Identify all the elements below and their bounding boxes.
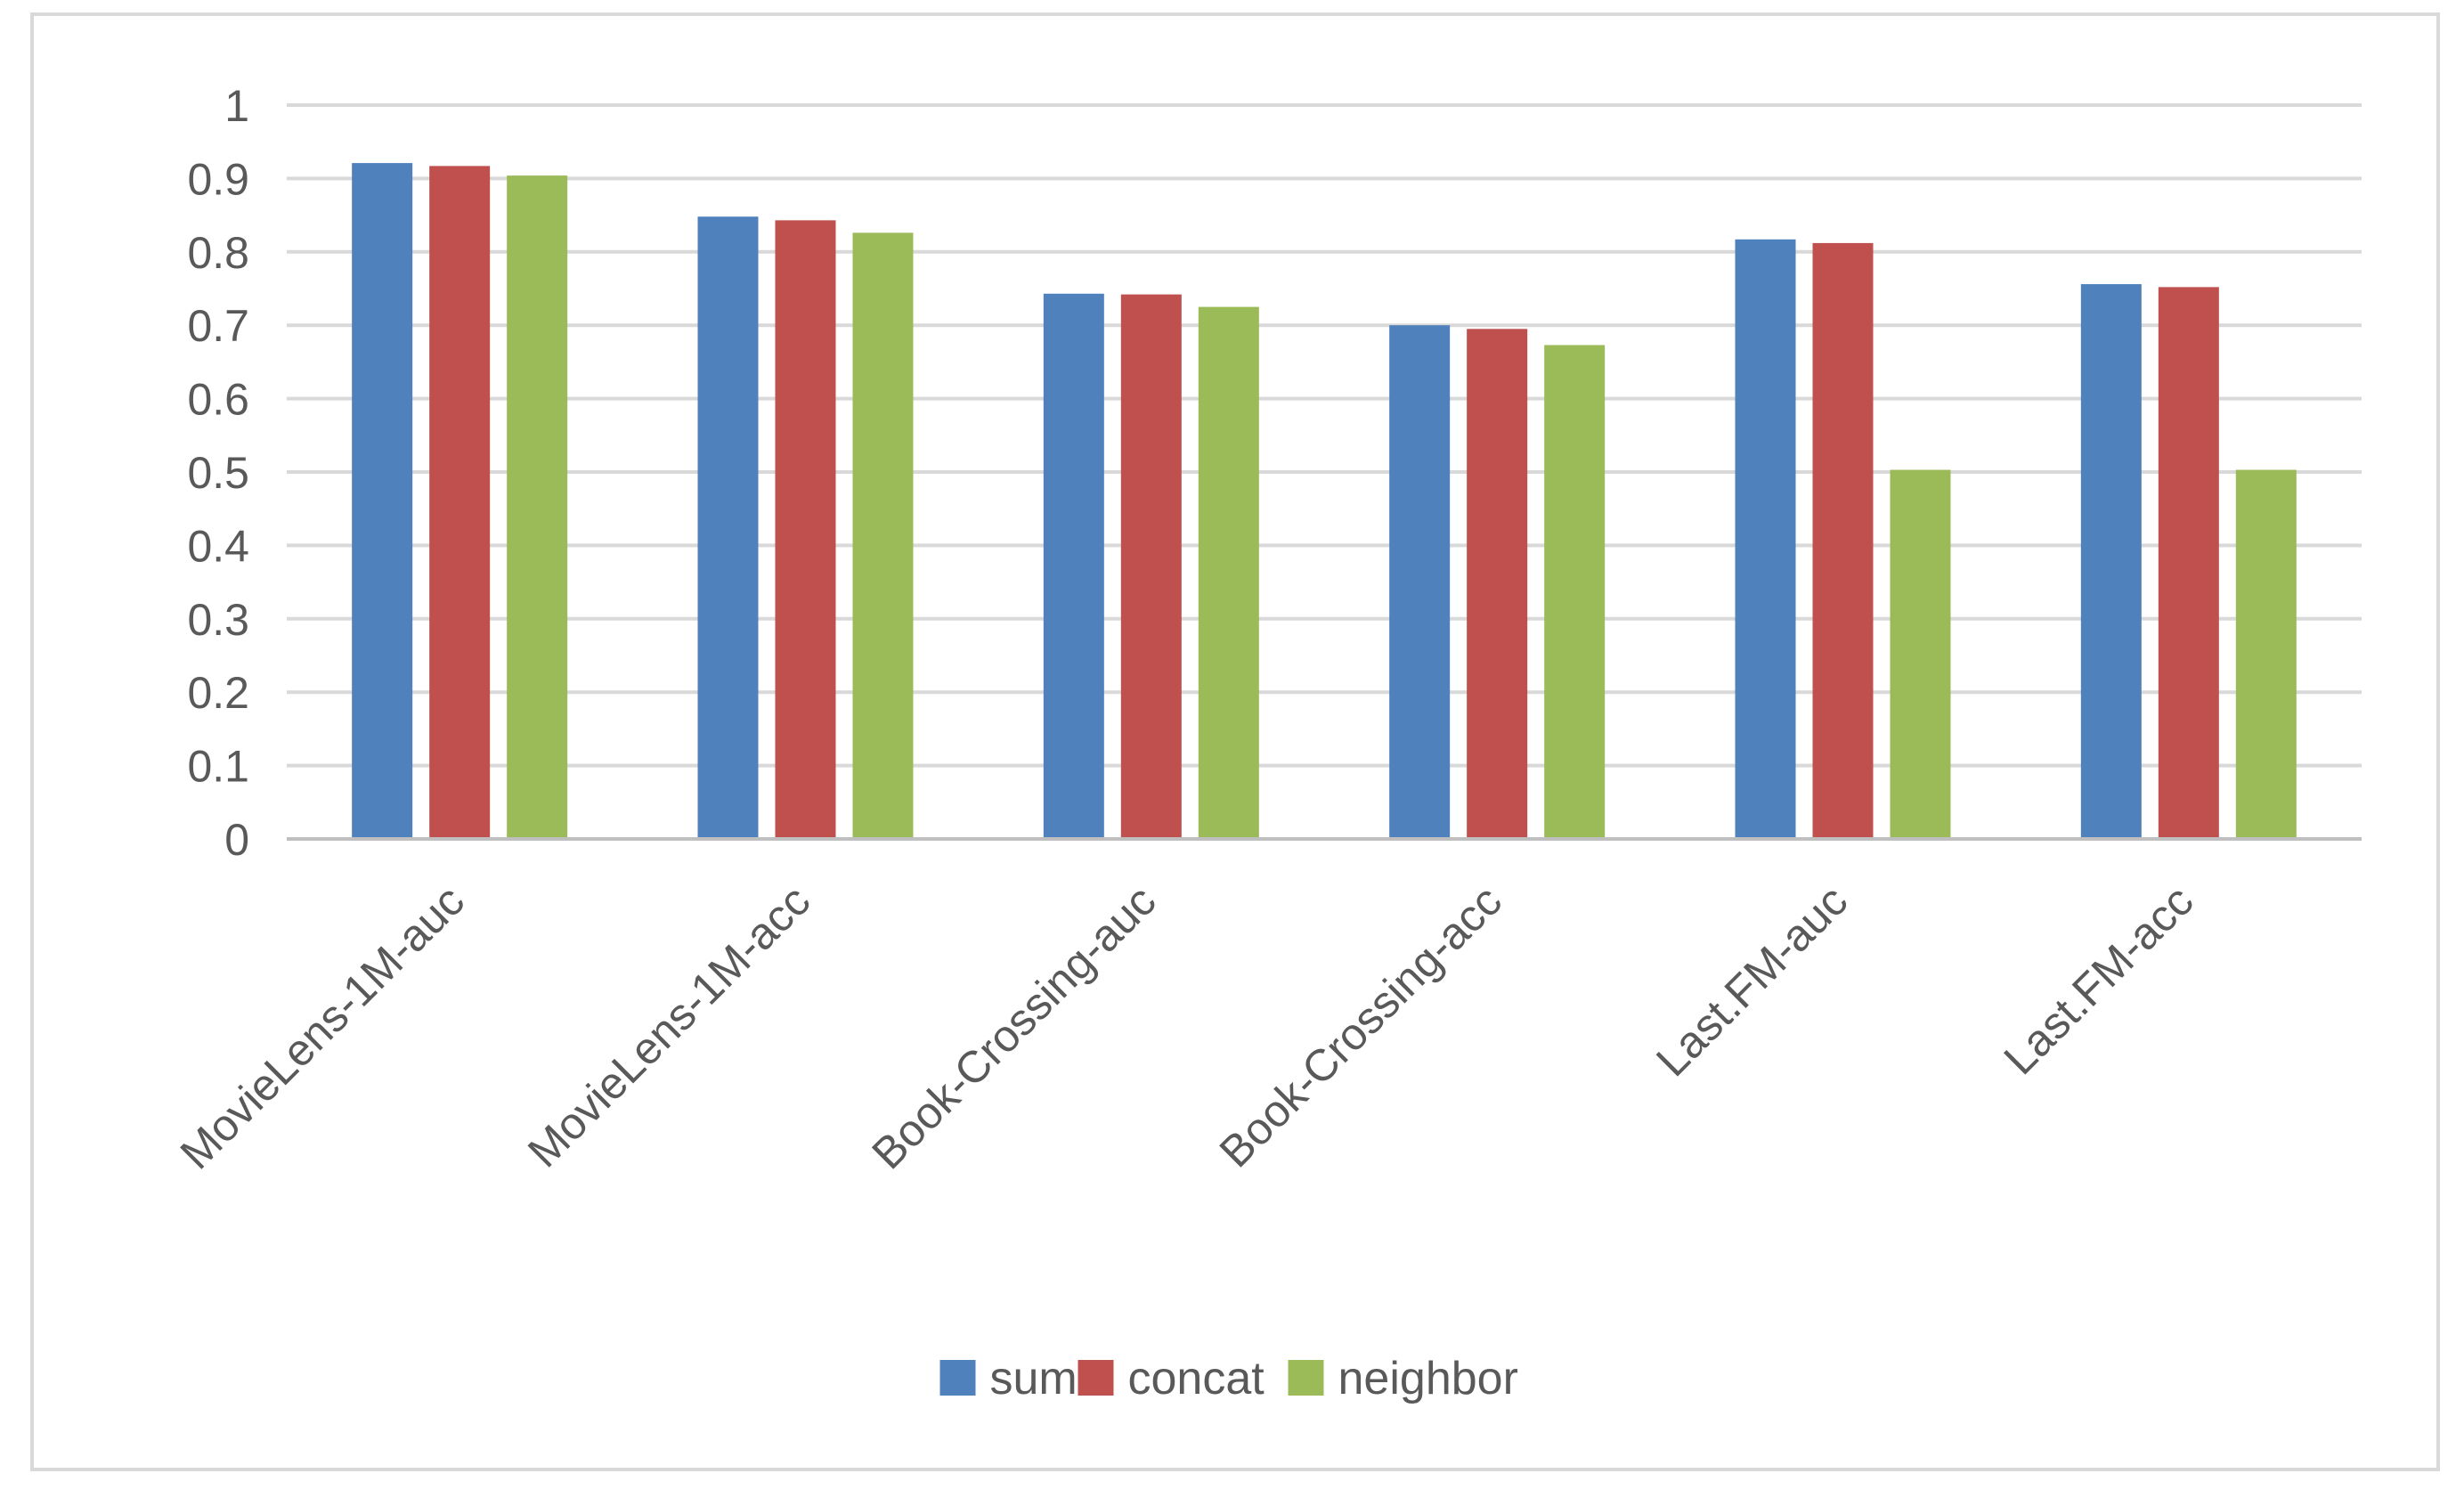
legend-swatch-concat: [1077, 1360, 1114, 1396]
y-tick-label: 0.3: [187, 595, 249, 645]
bar-neighbor: [1544, 345, 1606, 839]
bar-concat: [775, 220, 836, 840]
bar-concat: [1120, 294, 1182, 839]
bar-sum: [1043, 293, 1104, 839]
bar-neighbor: [1198, 306, 1259, 840]
y-tick-label: 0.8: [187, 228, 249, 278]
bar-concat: [2158, 287, 2219, 839]
y-tick-label: 0.5: [187, 448, 249, 498]
bar-concat: [429, 166, 491, 840]
y-tick-label: 0.6: [187, 375, 249, 425]
x-category-label: Last.FM-auc: [1647, 875, 1857, 1086]
legend-label-sum: sum: [990, 1353, 1077, 1404]
y-axis-tick-labels: 0 0.1 0.2 0.3 0.4 0.5 0.6 0.7 0.8 0.9 1: [187, 81, 249, 865]
x-axis-category-labels: MovieLens-1M-auc MovieLens-1M-acc Book-Cro…: [171, 875, 2203, 1178]
bar-sum: [1389, 325, 1451, 839]
legend-label-neighbor: neighbor: [1338, 1353, 1518, 1404]
bar-sum: [1735, 239, 1796, 839]
x-category-label: Book-Crossing-auc: [862, 875, 1165, 1178]
y-tick-label: 1: [224, 81, 249, 131]
bar-neighbor: [2235, 469, 2297, 839]
bar-sum: [2080, 284, 2142, 839]
y-tick-label: 0: [224, 815, 249, 865]
legend-swatch-sum: [939, 1360, 976, 1396]
y-tick-label: 0.9: [187, 154, 249, 204]
legend: sum concat neighbor: [939, 1353, 1518, 1404]
bar-neighbor: [1890, 469, 1951, 839]
bar-concat: [1467, 329, 1528, 839]
bar-neighbor: [852, 232, 914, 840]
x-category-label: Book-Crossing-acc: [1210, 875, 1511, 1176]
x-category-label: MovieLens-1M-acc: [518, 875, 819, 1176]
gridlines: [287, 103, 2362, 768]
x-category-label: MovieLens-1M-auc: [171, 875, 474, 1178]
y-tick-label: 0.7: [187, 301, 249, 351]
y-tick-label: 0.2: [187, 668, 249, 718]
x-category-label: Last.FM-acc: [1995, 875, 2203, 1084]
y-tick-label: 0.4: [187, 521, 249, 571]
bar-neighbor: [507, 175, 568, 839]
bar-sum: [352, 163, 413, 839]
y-tick-label: 0.1: [187, 742, 249, 792]
bars: [352, 163, 2297, 840]
legend-label-concat: concat: [1128, 1353, 1265, 1404]
legend-swatch-neighbor: [1288, 1360, 1324, 1396]
bar-sum: [697, 216, 759, 840]
bar-concat: [1812, 242, 1874, 839]
